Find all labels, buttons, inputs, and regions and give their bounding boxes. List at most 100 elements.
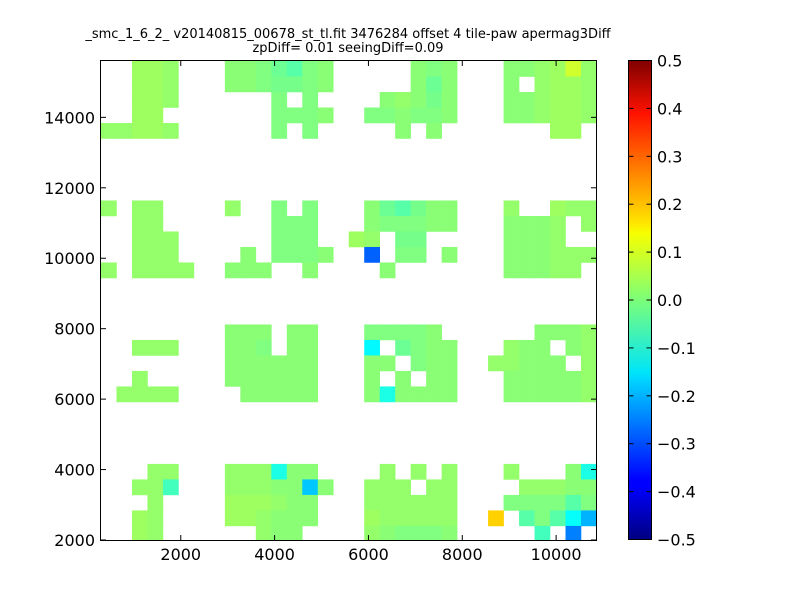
heatmap-cell-3 <box>131 76 148 93</box>
heatmap-cell-163 <box>162 339 179 356</box>
heatmap-cell-192 <box>255 386 272 403</box>
heatmap-cell-117 <box>379 200 396 217</box>
heatmap-cell-154 <box>565 246 582 263</box>
colorbar-tick-label-7: −0.2 <box>657 387 696 406</box>
heatmap-cell-158 <box>534 262 551 279</box>
heatmap-cell-311 <box>441 525 458 541</box>
heatmap-cell-88 <box>147 231 164 248</box>
heatmap-cell-268 <box>286 479 303 496</box>
heatmap-cell-149 <box>550 231 566 248</box>
heatmap-cell-159 <box>550 262 566 279</box>
heatmap-cell-57 <box>503 61 520 77</box>
heatmap-cell-37 <box>302 122 319 139</box>
heatmap-cell-208 <box>410 355 427 372</box>
heatmap-cell-242 <box>503 386 520 403</box>
heatmap-cell-265 <box>240 479 257 496</box>
heatmap-cell-156 <box>503 262 520 279</box>
heatmap-cell-240 <box>565 370 582 387</box>
colorbar-tick-label-1: 0.4 <box>657 99 682 118</box>
heatmap-cell-166 <box>131 386 148 403</box>
colorbar-tick-label-6: −0.1 <box>657 339 696 358</box>
heatmap-cell-226 <box>519 339 535 356</box>
heatmap-cell-68 <box>503 91 520 108</box>
heatmap-cell-189 <box>286 370 303 387</box>
heatmap-cell-184 <box>302 355 319 372</box>
heatmap-cell-296 <box>395 494 411 511</box>
heatmap-cell-119 <box>410 200 427 217</box>
heatmap-cell-140 <box>580 200 597 217</box>
heatmap-cell-256 <box>131 525 148 541</box>
heatmap-cell-182 <box>271 355 288 372</box>
heatmap-cell-80 <box>550 122 566 139</box>
heatmap-cell-178 <box>302 339 319 356</box>
heatmap-cell-22 <box>317 61 334 77</box>
heatmap-cell-179 <box>224 355 241 372</box>
x-tick-label-10000: 10000 <box>531 545 582 564</box>
heatmap-cell-289 <box>364 479 380 496</box>
heatmap-cell-313 <box>565 463 582 480</box>
x-tick-label-4000: 4000 <box>254 545 295 564</box>
heatmap-cell-96 <box>162 262 179 279</box>
heatmap-cell-238 <box>534 370 551 387</box>
heatmap-cell-67 <box>580 76 597 93</box>
heatmap-cell-127 <box>441 215 458 232</box>
heatmap-cell-286 <box>379 463 396 480</box>
heatmap-cell-237 <box>519 370 535 387</box>
heatmap-cell-35 <box>317 107 334 124</box>
heatmap-cell-212 <box>395 370 411 387</box>
heatmap-cell-32 <box>271 107 288 124</box>
heatmap-cell-245 <box>550 386 566 403</box>
heatmap-cell-137 <box>503 200 520 217</box>
heatmap-cell-157 <box>519 262 535 279</box>
heatmap-cell-97 <box>178 262 195 279</box>
heatmap-cell-111 <box>317 246 334 263</box>
heatmap-cell-187 <box>255 370 272 387</box>
heatmap-cell-160 <box>565 262 582 279</box>
heatmap-cell-61 <box>565 61 582 77</box>
heatmap-cell-109 <box>286 246 303 263</box>
heatmap-cell-33 <box>286 107 303 124</box>
heatmap-cell-45 <box>410 61 427 77</box>
heatmap-cell-36 <box>271 122 288 139</box>
heatmap-cell-196 <box>364 324 380 341</box>
heatmap-cell-155 <box>580 246 597 263</box>
heatmap-cell-308 <box>395 525 411 541</box>
heatmap-cell-124 <box>395 215 411 232</box>
heatmap-cell-168 <box>162 386 179 403</box>
heatmap-cell-169 <box>224 324 241 341</box>
heatmap-cell-282 <box>302 510 319 527</box>
y-tick-label-10000: 10000 <box>44 249 95 268</box>
heatmap-cell-130 <box>395 231 411 248</box>
heatmap-cell-251 <box>147 479 164 496</box>
heatmap-cell-316 <box>534 479 551 496</box>
heatmap-cell-210 <box>441 355 458 372</box>
heatmap-cell-62 <box>580 61 597 77</box>
heatmap-cell-287 <box>410 463 427 480</box>
heatmap-cell-11 <box>101 122 117 139</box>
chart-title: _smc_1_6_2_ v20140815_00678_st_tl.fit 34… <box>84 27 611 42</box>
heatmap-cell-121 <box>441 200 458 217</box>
heatmap-cell-107 <box>240 246 257 263</box>
heatmap-cell-165 <box>116 386 133 403</box>
heatmap-cell-141 <box>503 215 520 232</box>
heatmap-cell-258 <box>224 463 241 480</box>
heatmap-cell-39 <box>395 91 411 108</box>
heatmap-cell-79 <box>580 107 597 124</box>
heatmap-cell-314 <box>580 463 597 480</box>
heatmap-cell-17 <box>240 61 257 77</box>
heatmap-cell-285 <box>286 525 303 541</box>
heatmap-cell-30 <box>271 91 288 108</box>
heatmap-cell-136 <box>379 262 396 279</box>
heatmap-cell-246 <box>565 386 582 403</box>
heatmap-cell-89 <box>162 231 179 248</box>
heatmap-cell-317 <box>550 479 566 496</box>
heatmap-cell-54 <box>410 107 427 124</box>
heatmap-cell-201 <box>364 339 380 356</box>
heatmap-cell-232 <box>519 355 535 372</box>
heatmap-cell-63 <box>503 76 520 93</box>
heatmap-cell-320 <box>503 494 520 511</box>
heatmap-cell-5 <box>162 76 179 93</box>
heatmap-cell-93 <box>101 262 117 279</box>
x-tick-label-8000: 8000 <box>442 545 483 564</box>
heatmap-cell-230 <box>488 355 504 372</box>
